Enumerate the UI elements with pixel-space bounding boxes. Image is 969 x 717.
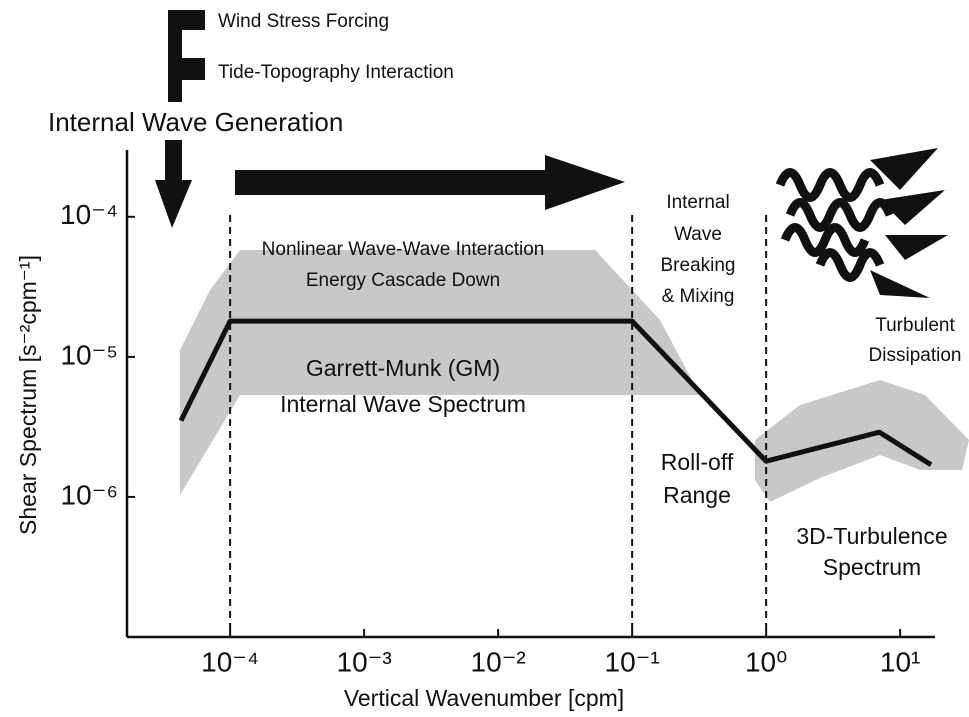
annotation: Wave: [674, 224, 722, 245]
turbulence-arrowheads: [870, 148, 948, 298]
annotation: Garrett-Munk (GM): [306, 355, 500, 381]
annotation: Range: [663, 482, 731, 508]
annotation: 3D-Turbulence: [796, 523, 947, 549]
annotation: Nonlinear Wave-Wave Interaction: [262, 239, 545, 260]
y-axis-title: Shear Spectrum [s⁻²cpm⁻¹]: [15, 255, 41, 535]
x-tick-label: 10¹: [880, 646, 920, 677]
down-arrow: [155, 140, 192, 228]
annotation: Spectrum: [823, 554, 921, 580]
annotation: Turbulent: [875, 315, 955, 336]
gm-band: [180, 250, 700, 495]
turbulence-band: [755, 380, 969, 502]
annotation: Internal Wave Spectrum: [280, 391, 526, 417]
annotation: & Mixing: [662, 286, 735, 307]
turbulence-icon: [775, 168, 895, 282]
annotation: Breaking: [661, 255, 736, 276]
annotation: Energy Cascade Down: [306, 270, 500, 291]
annotation: Internal: [666, 192, 729, 213]
y-tick-label: 10⁻⁵: [60, 339, 118, 370]
annotation: Tide-Topography Interaction: [218, 62, 454, 83]
forcing-icon: [168, 10, 205, 102]
x-axis-title: Vertical Wavenumber [cpm]: [344, 685, 624, 711]
cascade-arrow: [235, 155, 625, 210]
x-tick-label: 10⁻¹: [605, 646, 660, 677]
x-tick-label: 10⁻⁴: [201, 646, 259, 677]
annotation: Roll-off: [661, 449, 734, 475]
annotation: Internal Wave Generation: [48, 107, 343, 137]
annotation: Wind Stress Forcing: [218, 11, 389, 32]
y-tick-label: 10⁻⁴: [60, 199, 118, 230]
y-tick-label: 10⁻⁶: [61, 479, 118, 510]
x-tick-label: 10⁻³: [337, 646, 392, 677]
x-tick-label: 10⁰: [745, 646, 787, 677]
annotation: Dissipation: [869, 345, 962, 366]
spectrum-line: [178, 318, 933, 467]
x-tick-label: 10⁻²: [471, 646, 526, 677]
